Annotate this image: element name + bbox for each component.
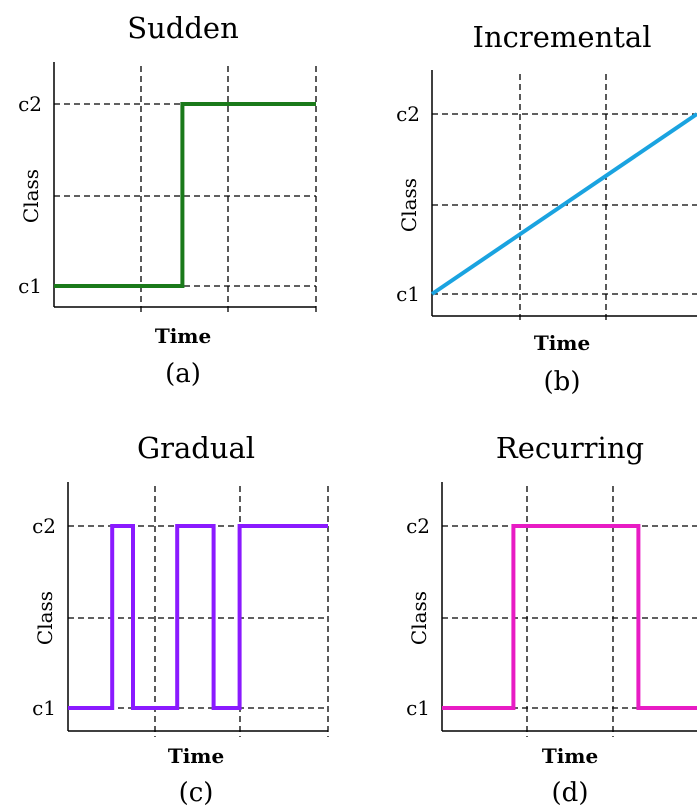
x-axis-label: Time xyxy=(534,331,590,355)
chart-title: Recurring xyxy=(496,431,644,465)
tick-label-c1: c1 xyxy=(396,282,420,306)
series-line-1 xyxy=(430,112,697,296)
series-line-1 xyxy=(442,524,697,710)
series-line-1 xyxy=(68,524,328,710)
panel-caption: (b) xyxy=(544,367,581,397)
panel-caption: (a) xyxy=(165,359,201,389)
chart-title: Incremental xyxy=(473,20,652,54)
tick-label-c2: c2 xyxy=(32,514,56,538)
chart-panel-4: c2 c1 Class Recurring Time (d) xyxy=(406,431,697,808)
series-line-1 xyxy=(54,102,316,288)
tick-label-c2: c2 xyxy=(18,92,42,116)
chart-title: Sudden xyxy=(127,11,239,45)
y-axis-label: Class xyxy=(407,591,431,645)
y-axis-label: Class xyxy=(33,591,57,645)
panel-caption: (d) xyxy=(552,778,589,808)
y-axis-label: Class xyxy=(397,178,421,232)
chart-panel-3: c2 c1 Class Gradual Time (c) xyxy=(32,431,329,808)
tick-label-c2: c2 xyxy=(406,514,430,538)
y-axis-label: Class xyxy=(19,169,43,223)
panel-caption: (c) xyxy=(179,778,214,808)
x-axis-label: Time xyxy=(542,744,598,768)
x-axis-label: Time xyxy=(168,744,224,768)
tick-label-c1: c1 xyxy=(18,274,42,298)
tick-label-c1: c1 xyxy=(32,696,56,720)
chart-panel-2: c2 c1 Class Incremental Time (b) xyxy=(396,20,697,397)
chart-title: Gradual xyxy=(137,431,255,465)
x-axis-label: Time xyxy=(155,324,211,348)
tick-label-c1: c1 xyxy=(406,696,430,720)
tick-label-c2: c2 xyxy=(396,102,420,126)
chart-panel-1: c2 c1 Class Sudden Time (a) xyxy=(18,11,317,389)
